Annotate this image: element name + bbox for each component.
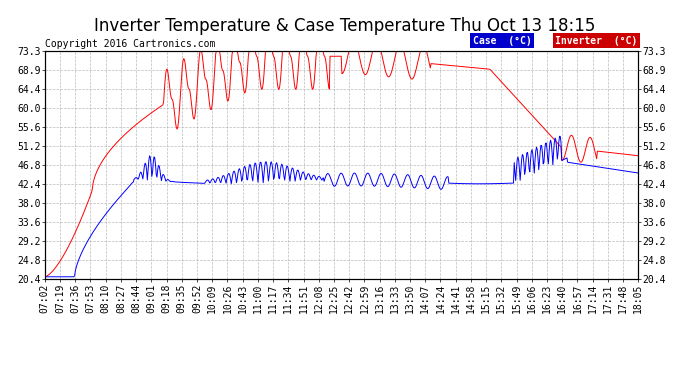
Text: Copyright 2016 Cartronics.com: Copyright 2016 Cartronics.com bbox=[45, 39, 215, 50]
Text: Inverter  (°C): Inverter (°C) bbox=[555, 36, 638, 46]
Text: Inverter Temperature & Case Temperature Thu Oct 13 18:15: Inverter Temperature & Case Temperature … bbox=[95, 17, 595, 35]
Text: Case  (°C): Case (°C) bbox=[473, 36, 531, 46]
